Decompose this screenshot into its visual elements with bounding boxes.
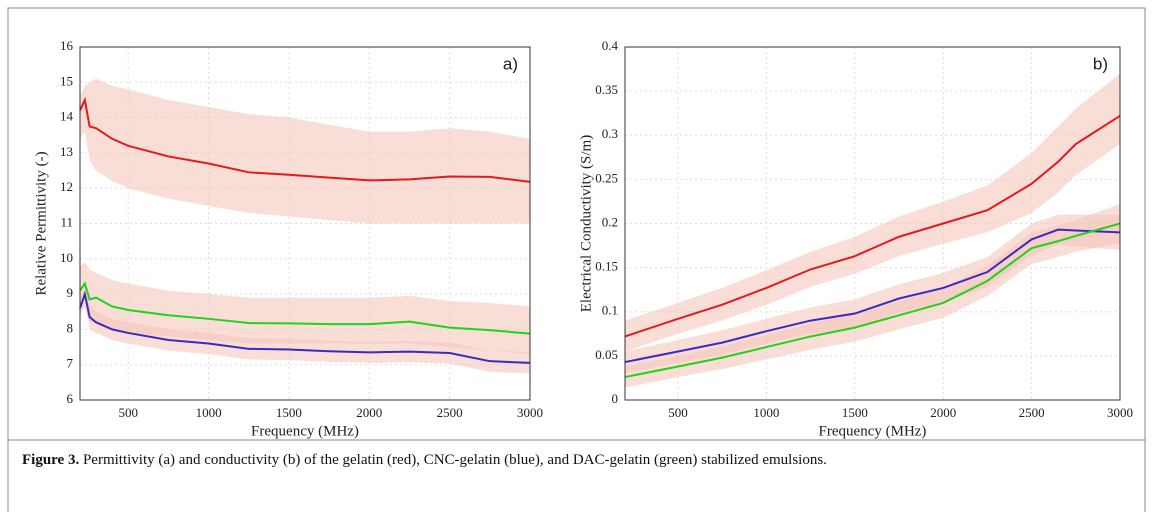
y-tick-label: 11 [60, 214, 73, 229]
x-tick-label: 1000 [753, 405, 779, 420]
x-tick-label: 2500 [1019, 405, 1045, 420]
x-tick-label: 500 [668, 405, 688, 420]
error-band [625, 214, 1120, 373]
annotation: b) [1093, 54, 1108, 73]
error-band [80, 262, 530, 355]
y-tick-label: 12 [60, 179, 73, 194]
x-axis-label: Frequency (MHz) [251, 423, 359, 439]
x-tick-label: 500 [118, 405, 138, 420]
y-tick-label: 15 [60, 73, 73, 88]
x-tick-label: 1500 [842, 405, 868, 420]
x-tick-label: 3000 [517, 405, 543, 420]
y-axis-label: Electrical Conductivity (S/m) [578, 135, 594, 312]
y-tick-label: 0.4 [602, 38, 619, 53]
y-tick-label: 0.3 [602, 126, 618, 141]
y-tick-label: 8 [67, 320, 74, 335]
plot-frame [79, 46, 531, 401]
caption: Figure 3. Permittivity (a) and conductiv… [22, 452, 827, 469]
error-band [80, 78, 530, 224]
series-line [79, 96, 531, 183]
annotation: a) [503, 54, 518, 73]
x-axis-label: Frequency (MHz) [819, 423, 927, 439]
y-tick-label: 0 [612, 391, 619, 406]
y-tick-label: 14 [60, 109, 74, 124]
y-tick-label: 7 [67, 356, 74, 371]
y-tick-label: 0.15 [595, 259, 618, 274]
x-tick-label: 1000 [196, 405, 222, 420]
error-band [625, 73, 1120, 352]
x-tick-label: 1500 [276, 405, 302, 420]
x-tick-label: 2000 [356, 405, 382, 420]
series-line [624, 222, 1121, 379]
figure-frame [7, 7, 1146, 512]
y-tick-label: 9 [67, 285, 74, 300]
error-band [625, 204, 1120, 388]
plot-frame [624, 46, 1121, 401]
y-tick-label: 6 [67, 391, 74, 406]
y-axis-label: Relative Permittivity (-) [33, 151, 49, 295]
caption-text: Permittivity (a) and conductivity (b) of… [79, 452, 827, 468]
caption-label: Figure 3. [22, 452, 80, 468]
y-tick-label: 0.35 [595, 82, 618, 97]
y-tick-label: 13 [60, 144, 73, 159]
y-tick-label: 16 [60, 38, 74, 53]
y-tick-label: 10 [60, 250, 73, 265]
y-tick-label: 0.2 [602, 214, 618, 229]
y-tick-label: 0.05 [595, 347, 618, 362]
x-tick-label: 2500 [437, 405, 463, 420]
series-line [79, 290, 531, 364]
x-tick-label: 3000 [1107, 405, 1133, 420]
y-tick-label: 0.25 [595, 170, 618, 185]
series-line [624, 114, 1121, 338]
series-line [79, 281, 531, 335]
y-tick-label: 0.1 [602, 303, 618, 318]
x-tick-label: 2000 [930, 405, 956, 420]
series-line [624, 228, 1121, 364]
